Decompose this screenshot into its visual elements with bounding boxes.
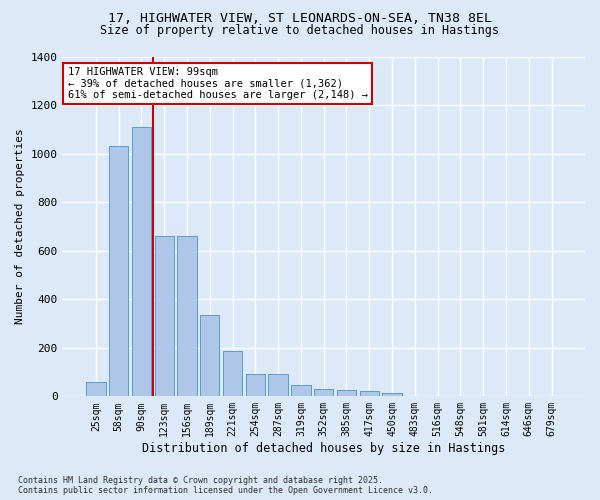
Y-axis label: Number of detached properties: Number of detached properties (15, 128, 25, 324)
Bar (223, 352, 242, 397)
Bar (132, 127, 151, 396)
Bar (291, 386, 311, 396)
Bar (314, 389, 334, 396)
Bar (155, 236, 174, 396)
Bar (245, 374, 265, 396)
Text: Contains HM Land Registry data © Crown copyright and database right 2025.
Contai: Contains HM Land Registry data © Crown c… (18, 476, 433, 495)
Bar (337, 390, 356, 396)
Text: 17, HIGHWATER VIEW, ST LEONARDS-ON-SEA, TN38 8EL: 17, HIGHWATER VIEW, ST LEONARDS-ON-SEA, … (108, 12, 492, 26)
Bar (178, 236, 197, 396)
Bar (268, 374, 288, 396)
Bar (382, 392, 402, 396)
Bar (86, 382, 106, 396)
Bar (359, 392, 379, 396)
Text: Size of property relative to detached houses in Hastings: Size of property relative to detached ho… (101, 24, 499, 37)
X-axis label: Distribution of detached houses by size in Hastings: Distribution of detached houses by size … (142, 442, 505, 455)
Text: 17 HIGHWATER VIEW: 99sqm
← 39% of detached houses are smaller (1,362)
61% of sem: 17 HIGHWATER VIEW: 99sqm ← 39% of detach… (68, 66, 368, 100)
Bar (109, 146, 128, 396)
Bar (200, 315, 220, 396)
